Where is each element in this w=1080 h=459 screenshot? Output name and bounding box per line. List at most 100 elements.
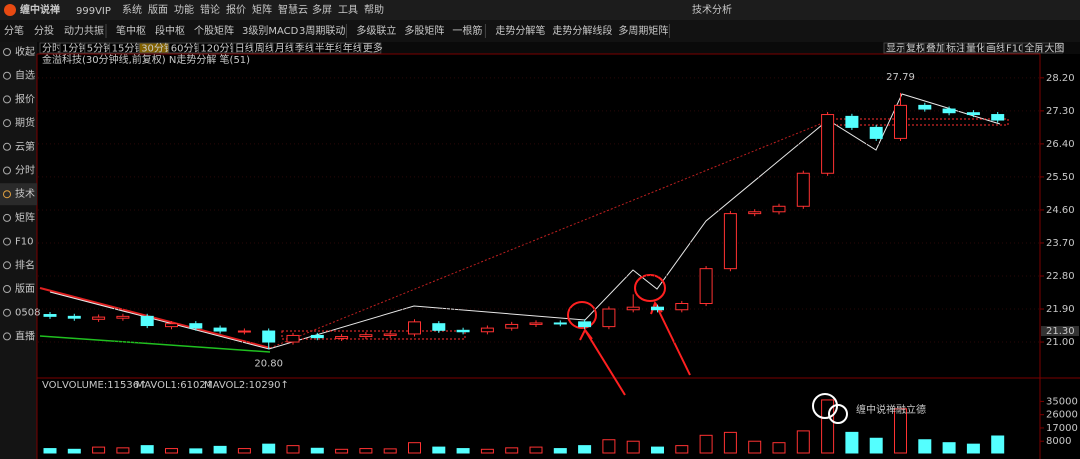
menu-item[interactable]: 功能 bbox=[174, 3, 194, 16]
candle-body bbox=[699, 268, 713, 305]
menu-item[interactable]: 报价 bbox=[226, 3, 246, 16]
candle-body bbox=[821, 114, 835, 174]
sidebar-icon bbox=[3, 285, 11, 293]
tool-button[interactable] bbox=[1041, 42, 1063, 54]
logo: 缠中说禅 bbox=[20, 3, 60, 16]
candle-body bbox=[602, 308, 616, 328]
volume-bar bbox=[116, 447, 130, 454]
menu-item[interactable]: 智慧云 bbox=[278, 3, 308, 16]
volume-bar bbox=[310, 447, 324, 454]
volume-tick-label: 35000 bbox=[1046, 396, 1078, 407]
candle-body bbox=[335, 336, 349, 339]
sidebar-item[interactable]: 版面 bbox=[15, 282, 35, 295]
sidebar-item[interactable]: 期货 bbox=[15, 116, 35, 129]
sidebar-icon bbox=[3, 142, 11, 151]
tool-label: 大图 bbox=[1044, 42, 1064, 55]
candle-body bbox=[286, 334, 300, 343]
toolbar-button[interactable]: 多股矩阵 bbox=[404, 24, 444, 37]
candle-body bbox=[651, 306, 664, 311]
volume-bar bbox=[165, 448, 178, 454]
sidebar-item[interactable]: 报价 bbox=[15, 92, 35, 105]
volume-bar bbox=[966, 443, 980, 454]
candle-body bbox=[675, 303, 689, 311]
sidebar-item[interactable]: 分时 bbox=[15, 165, 35, 177]
menu-item[interactable]: 工具 bbox=[338, 4, 358, 16]
toolbar-button[interactable]: 走势分解线段 bbox=[552, 24, 612, 37]
period-label: 分时 bbox=[42, 43, 62, 55]
sidebar-item[interactable]: 排名 bbox=[15, 258, 35, 271]
toolbar-button[interactable]: 多周期矩阵 bbox=[618, 24, 668, 37]
toolbar-button[interactable]: 笔中枢 bbox=[116, 24, 146, 37]
period-label: 月线 bbox=[275, 42, 295, 55]
period-label: 半年线 bbox=[315, 42, 345, 55]
sidebar-item[interactable]: 收起 bbox=[15, 45, 35, 58]
candle-body bbox=[480, 327, 494, 333]
volume-info: MAVOL2:10290↑ bbox=[204, 380, 289, 391]
candle-body bbox=[140, 315, 154, 327]
sidebar-icon bbox=[3, 190, 11, 199]
y-tick-label: 28.20 bbox=[1046, 73, 1075, 84]
menu-item[interactable]: 帮助 bbox=[364, 3, 384, 16]
candle-body bbox=[237, 330, 251, 333]
toolbar-button[interactable]: 3周期联动 bbox=[299, 25, 345, 37]
sidebar-item[interactable]: 技术 bbox=[15, 187, 35, 200]
toolbar-button[interactable]: 走势分解笔 bbox=[495, 24, 545, 37]
sidebar bbox=[0, 42, 37, 459]
toolbar-button[interactable]: 3级别MACD bbox=[242, 25, 299, 37]
menu-item[interactable]: 系统 bbox=[122, 3, 142, 16]
volume-bar bbox=[359, 448, 373, 454]
candle-body bbox=[92, 316, 106, 320]
candle-body bbox=[359, 334, 373, 338]
toolbar-button[interactable]: 分笔 bbox=[4, 24, 24, 37]
candle-body bbox=[894, 104, 907, 139]
sidebar-item[interactable]: 自选 bbox=[15, 69, 35, 82]
menu-item[interactable]: 错论 bbox=[200, 3, 220, 16]
tool-label: 画线 bbox=[986, 42, 1006, 55]
sidebar-icon bbox=[3, 71, 11, 80]
menu-item[interactable]: 矩阵 bbox=[252, 3, 272, 16]
tool-label: 复权 bbox=[906, 42, 926, 55]
period-label: 更多 bbox=[363, 42, 383, 55]
high-annotation: 27.79 bbox=[886, 72, 915, 83]
sidebar-item[interactable]: 矩阵 bbox=[15, 211, 35, 224]
period-tab[interactable] bbox=[360, 42, 382, 54]
sidebar-item[interactable]: 0508 bbox=[15, 308, 40, 319]
sidebar-item[interactable]: 云第 bbox=[15, 140, 35, 153]
volume-bar bbox=[723, 431, 737, 454]
candle-body bbox=[578, 321, 592, 328]
highlight-circle bbox=[634, 274, 666, 302]
period-label: 季线 bbox=[295, 42, 315, 55]
sidebar-icon bbox=[3, 166, 11, 175]
period-label: 日线 bbox=[235, 42, 255, 55]
last-price-box bbox=[1041, 326, 1079, 337]
volume-bar bbox=[262, 443, 276, 454]
toolbar-button[interactable]: 一根筋 bbox=[452, 24, 482, 37]
sidebar-icon bbox=[3, 48, 11, 56]
toolbar-button[interactable]: 多级联立 bbox=[356, 24, 396, 37]
candle-body bbox=[918, 104, 932, 110]
wechat-icon bbox=[828, 404, 848, 424]
volume-bar bbox=[991, 435, 1005, 454]
candle-body bbox=[43, 314, 57, 317]
candle-body bbox=[67, 315, 81, 319]
sidebar-item[interactable]: 直播 bbox=[15, 329, 35, 342]
menu-item[interactable]: 版面 bbox=[148, 3, 168, 16]
toolbar-button[interactable]: 分投 bbox=[34, 24, 54, 37]
sidebar-item[interactable]: F10 bbox=[15, 237, 33, 248]
volume-bar bbox=[869, 437, 883, 454]
volume-bar bbox=[626, 440, 640, 454]
arrow bbox=[584, 329, 626, 396]
toolbar-button[interactable]: 个股矩阵 bbox=[194, 24, 234, 37]
period-label: 周线 bbox=[255, 42, 275, 55]
toolbar-button[interactable]: 动力共振 bbox=[64, 24, 104, 37]
toolbar-button[interactable]: 段中枢 bbox=[155, 24, 185, 37]
candle-body bbox=[723, 213, 737, 270]
y-tick-label: 21.00 bbox=[1046, 337, 1075, 348]
volume-bar bbox=[43, 448, 57, 454]
candle-body bbox=[991, 114, 1005, 121]
volume-tick-label: 26000 bbox=[1046, 410, 1078, 421]
volume-bar bbox=[748, 440, 762, 454]
menu-item[interactable]: 多屏 bbox=[312, 3, 332, 16]
candle-body bbox=[165, 323, 178, 328]
